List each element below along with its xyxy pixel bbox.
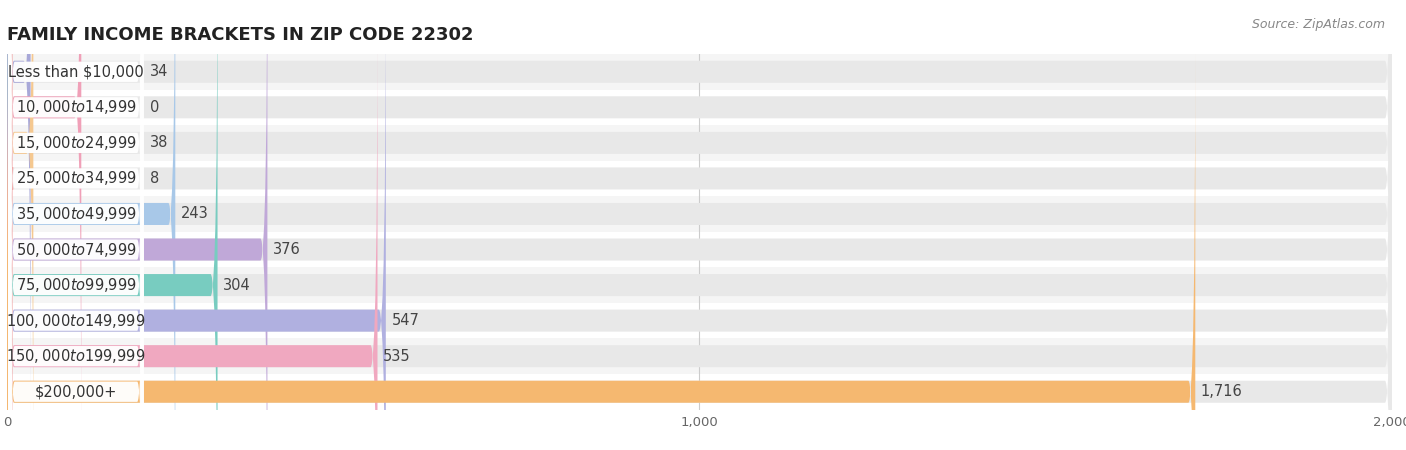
FancyBboxPatch shape: [7, 0, 1392, 450]
FancyBboxPatch shape: [7, 0, 385, 450]
Text: 535: 535: [382, 349, 411, 364]
FancyBboxPatch shape: [7, 12, 1392, 450]
Text: 8: 8: [150, 171, 160, 186]
FancyBboxPatch shape: [7, 0, 1392, 450]
Text: $50,000 to $74,999: $50,000 to $74,999: [15, 240, 136, 258]
Text: 304: 304: [224, 278, 250, 292]
FancyBboxPatch shape: [8, 0, 143, 382]
Bar: [7, 338, 1392, 374]
FancyBboxPatch shape: [8, 46, 143, 450]
Text: FAMILY INCOME BRACKETS IN ZIP CODE 22302: FAMILY INCOME BRACKETS IN ZIP CODE 22302: [7, 26, 474, 44]
FancyBboxPatch shape: [8, 82, 143, 450]
FancyBboxPatch shape: [7, 0, 1392, 416]
FancyBboxPatch shape: [8, 0, 143, 450]
Text: 1,716: 1,716: [1201, 384, 1243, 399]
FancyBboxPatch shape: [7, 0, 218, 450]
FancyBboxPatch shape: [7, 0, 82, 450]
Text: $75,000 to $99,999: $75,000 to $99,999: [15, 276, 136, 294]
Text: $100,000 to $149,999: $100,000 to $149,999: [6, 311, 146, 329]
Text: Source: ZipAtlas.com: Source: ZipAtlas.com: [1251, 18, 1385, 31]
FancyBboxPatch shape: [7, 0, 1392, 450]
Text: $10,000 to $14,999: $10,000 to $14,999: [15, 99, 136, 116]
FancyBboxPatch shape: [7, 0, 1392, 450]
FancyBboxPatch shape: [7, 0, 31, 416]
Bar: [7, 303, 1392, 338]
Text: $15,000 to $24,999: $15,000 to $24,999: [15, 134, 136, 152]
FancyBboxPatch shape: [8, 0, 143, 450]
FancyBboxPatch shape: [6, 0, 14, 450]
Bar: [7, 161, 1392, 196]
FancyBboxPatch shape: [7, 0, 267, 450]
Text: $35,000 to $49,999: $35,000 to $49,999: [15, 205, 136, 223]
Bar: [7, 196, 1392, 232]
Text: 34: 34: [150, 64, 169, 79]
Text: Less than $10,000: Less than $10,000: [8, 64, 143, 79]
Text: 547: 547: [391, 313, 419, 328]
Text: 376: 376: [273, 242, 301, 257]
FancyBboxPatch shape: [8, 0, 143, 450]
FancyBboxPatch shape: [7, 0, 34, 450]
FancyBboxPatch shape: [8, 0, 143, 450]
Bar: [7, 125, 1392, 161]
Bar: [7, 54, 1392, 90]
FancyBboxPatch shape: [8, 0, 143, 417]
FancyBboxPatch shape: [7, 0, 1392, 450]
FancyBboxPatch shape: [8, 0, 143, 450]
Bar: [7, 232, 1392, 267]
Text: 38: 38: [150, 135, 169, 150]
Text: $200,000+: $200,000+: [35, 384, 117, 399]
FancyBboxPatch shape: [7, 0, 1392, 450]
Text: 0: 0: [150, 100, 160, 115]
FancyBboxPatch shape: [7, 47, 1392, 450]
FancyBboxPatch shape: [7, 0, 176, 450]
Text: 243: 243: [181, 207, 208, 221]
FancyBboxPatch shape: [7, 12, 377, 450]
FancyBboxPatch shape: [7, 0, 1392, 450]
Text: $150,000 to $199,999: $150,000 to $199,999: [6, 347, 146, 365]
Bar: [7, 374, 1392, 410]
Text: $25,000 to $34,999: $25,000 to $34,999: [15, 170, 136, 187]
FancyBboxPatch shape: [8, 11, 143, 450]
FancyBboxPatch shape: [7, 47, 1195, 450]
Bar: [7, 90, 1392, 125]
Bar: [7, 267, 1392, 303]
